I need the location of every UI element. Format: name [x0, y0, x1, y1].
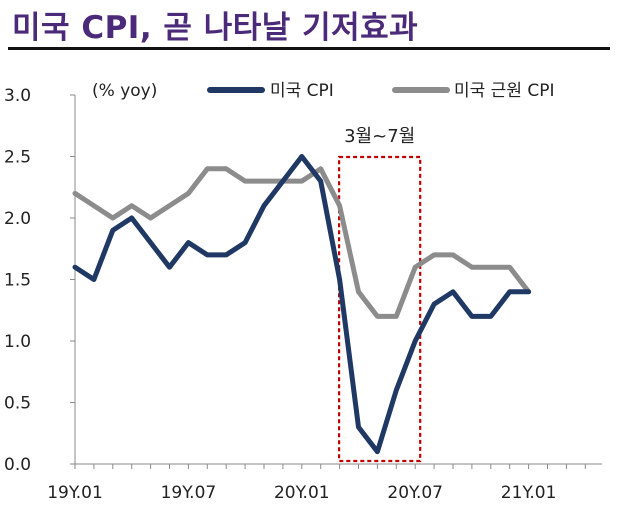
- unit-label: (% yoy): [92, 81, 157, 101]
- y-tick-label: 2.0: [4, 209, 31, 229]
- y-tick-label: 0.5: [4, 394, 31, 414]
- x-tick-label: 20Y.01: [274, 483, 330, 503]
- chart-title: 미국 CPI, 곧 나타날 기저효과: [12, 10, 419, 46]
- annotation-label: 3월~7월: [344, 126, 415, 147]
- y-tick-label: 3.0: [4, 86, 31, 106]
- y-tick-label: 2.5: [4, 148, 31, 168]
- series-line-us-core-cpi: [72, 166, 532, 319]
- y-tick-label: 1.0: [4, 332, 31, 352]
- x-tick-label: 20Y.07: [387, 483, 443, 503]
- x-tick-label: 19Y.07: [161, 483, 217, 503]
- y-tick-label: 1.5: [4, 271, 31, 291]
- legend-label-us-core-cpi: 미국 근원 CPI: [454, 81, 555, 101]
- title-underline: [8, 47, 610, 50]
- y-tick-label: 0.0: [4, 455, 31, 475]
- annotation-box: 3월~7월: [338, 126, 422, 463]
- chart-legend: 미국 CPI 미국 근원 CPI: [207, 81, 555, 101]
- chart-series: [72, 154, 532, 455]
- legend-label-us-cpi: 미국 CPI: [270, 81, 334, 101]
- annotation-rect: [338, 155, 422, 463]
- chart-axes: 0.0 0.5 1.0 1.5 2.0 2.5 3.0 19Y.01 19Y.07 20Y.01 2…: [4, 81, 602, 503]
- x-tick-label: 21Y.01: [501, 483, 557, 503]
- x-tick-label: 19Y.01: [47, 483, 103, 503]
- series-line-us-cpi: [72, 154, 532, 455]
